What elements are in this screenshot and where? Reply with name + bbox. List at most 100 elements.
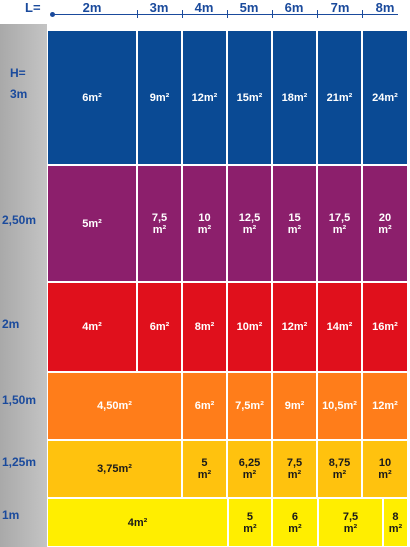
area-value: 3,75m² [97, 463, 132, 475]
length-label: 8m [375, 0, 395, 15]
area-cell: 15 m² [272, 165, 317, 282]
area-cell: 7,5 m² [318, 498, 383, 547]
area-value: 6m² [194, 400, 215, 412]
area-value: 12m² [191, 91, 218, 104]
area-cell: 12m² [182, 30, 227, 165]
area-cell: 12,5 m² [227, 165, 272, 282]
ruler-tick [362, 10, 363, 18]
area-value: 4m² [82, 321, 102, 333]
area-cell: 6 m² [272, 498, 318, 547]
header-strip [0, 0, 410, 24]
area-value: 9m² [149, 91, 170, 104]
area-value: 12,5 m² [238, 211, 261, 236]
area-cell: 21m² [317, 30, 362, 165]
area-value: 5 m² [243, 510, 257, 535]
height-label: 1,50m [2, 393, 37, 407]
area-value: 7,5 m² [342, 510, 359, 535]
area-cell: 12m² [362, 372, 408, 440]
area-value: 8,75 m² [328, 457, 351, 481]
area-cell: 14m² [317, 282, 362, 372]
length-label: 6m [284, 0, 304, 15]
area-value: 20 m² [378, 211, 392, 236]
area-value: 6,25 m² [238, 457, 261, 481]
area-value: 21m² [326, 91, 353, 104]
area-cell: 6m² [182, 372, 227, 440]
area-value: 7,5 m² [286, 457, 303, 481]
height-label: 1m [2, 508, 20, 522]
area-value: 8m² [194, 321, 215, 333]
area-cell: 6m² [47, 30, 137, 165]
area-cell: 4,50m² [47, 372, 182, 440]
ruler-tick [137, 10, 138, 18]
area-cell: 12m² [272, 282, 317, 372]
height-label: 2,50m [2, 213, 37, 227]
area-cell: 5m² [47, 165, 137, 282]
length-label: 2m [82, 0, 102, 15]
area-value: 14m² [326, 321, 353, 333]
area-value: 5m² [82, 217, 102, 230]
area-cell: 10,5m² [317, 372, 362, 440]
area-value: 4,50m² [97, 400, 132, 412]
length-caption: L= [25, 0, 41, 15]
area-value: 16m² [372, 321, 398, 333]
area-cell: 17,5 m² [317, 165, 362, 282]
ruler-tick [272, 10, 273, 18]
area-cell: 9m² [137, 30, 182, 165]
area-value: 7,5 m² [151, 211, 168, 236]
area-cell: 8,75 m² [317, 440, 362, 498]
area-value: 8 m² [388, 510, 403, 535]
area-cell: 8m² [182, 282, 227, 372]
area-cell: 15m² [227, 30, 272, 165]
area-value: 5 m² [197, 457, 212, 481]
ruler-tick [227, 10, 228, 18]
area-cell: 6,25 m² [227, 440, 272, 498]
height-label: 2m [2, 317, 20, 331]
height-label: 1,25m [2, 455, 37, 469]
area-cell: 7,5 m² [272, 440, 317, 498]
area-value: 6m² [82, 91, 102, 104]
length-label: 5m [239, 0, 259, 15]
area-value: 10 m² [378, 457, 392, 481]
area-value: 10 m² [197, 211, 212, 236]
area-cell: 10 m² [182, 165, 227, 282]
area-cell: 10 m² [362, 440, 408, 498]
area-cell: 7,5m² [227, 372, 272, 440]
area-cell: 6m² [137, 282, 182, 372]
area-cell: 16m² [362, 282, 408, 372]
area-value: 18m² [281, 91, 308, 104]
area-cell: 9m² [272, 372, 317, 440]
side-strip [0, 24, 47, 547]
area-value: 12m² [372, 400, 398, 412]
area-cell: 10m² [227, 282, 272, 372]
height-caption: H= [10, 66, 26, 80]
length-ruler [52, 14, 398, 15]
area-value: 10,5m² [322, 400, 357, 412]
area-cell: 4m² [47, 282, 137, 372]
area-cell: 18m² [272, 30, 317, 165]
area-cell: 20 m² [362, 165, 408, 282]
area-value: 9m² [284, 400, 305, 412]
area-value: 10m² [236, 321, 263, 333]
area-cell: 7,5 m² [137, 165, 182, 282]
area-value: 6m² [149, 321, 170, 333]
area-value: 15 m² [287, 211, 302, 236]
area-value: 7,5m² [235, 400, 264, 412]
area-cell: 3,75m² [47, 440, 182, 498]
height-label: 3m [10, 87, 28, 101]
area-value: 4m² [127, 516, 148, 529]
ruler-tick [317, 10, 318, 18]
area-cell: 8 m² [383, 498, 408, 547]
area-cell: 5 m² [228, 498, 272, 547]
length-label: 4m [194, 0, 214, 15]
area-value: 12m² [281, 321, 308, 333]
area-value: 17,5 m² [328, 211, 351, 236]
length-label: 7m [330, 0, 350, 15]
area-value: 6 m² [288, 510, 302, 535]
area-value: 15m² [236, 91, 263, 104]
ruler-tick [182, 10, 183, 18]
area-value: 24m² [372, 91, 398, 104]
area-cell: 24m² [362, 30, 408, 165]
area-cell: 5 m² [182, 440, 227, 498]
area-cell: 4m² [47, 498, 228, 547]
